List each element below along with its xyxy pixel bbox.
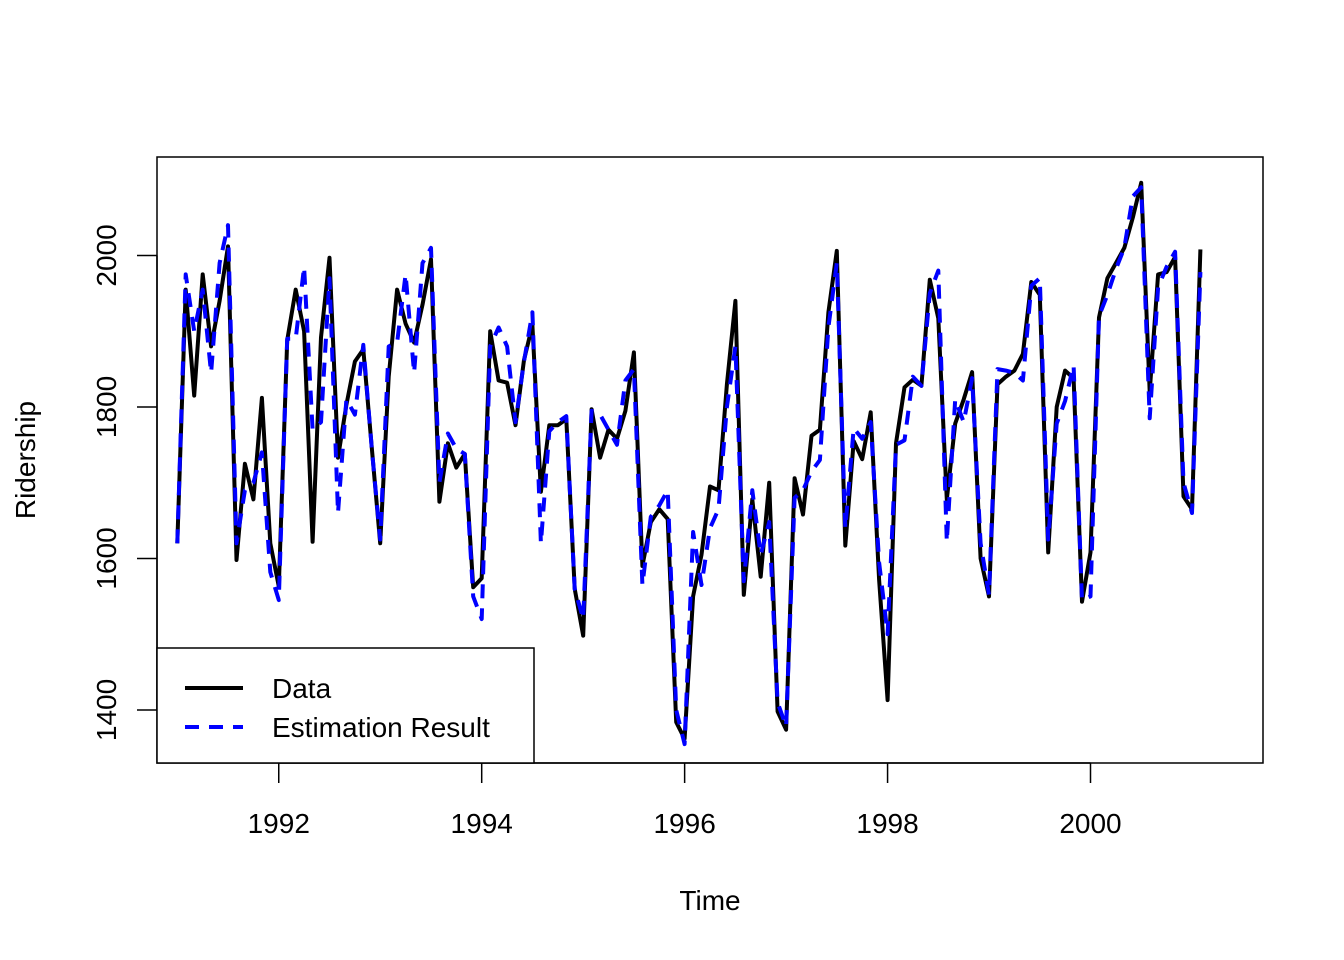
series-line-data (175, 180, 1203, 741)
series-line-estimation-result (175, 185, 1203, 747)
legend-estimation-label: Estimation Result (272, 712, 490, 743)
y-axis: 1400 1600 1800 2000 (91, 224, 158, 741)
y-tick-label: 1600 (91, 527, 122, 589)
x-tick-label: 1994 (451, 808, 513, 839)
x-tick-label: 1996 (653, 808, 715, 839)
x-tick-label: 2000 (1059, 808, 1121, 839)
y-axis-label: Ridership (10, 401, 41, 519)
x-axis: 1992 1994 1996 1998 2000 (248, 762, 1122, 839)
x-axis-label: Time (679, 885, 740, 916)
legend: Data Estimation Result (156, 647, 535, 764)
y-tick-label: 1400 (91, 679, 122, 741)
x-tick-label: 1998 (856, 808, 918, 839)
legend-box (156, 647, 535, 764)
x-tick-label: 1992 (248, 808, 310, 839)
series-lines (175, 180, 1203, 747)
y-tick-label: 2000 (91, 224, 122, 286)
y-tick-label: 1800 (91, 376, 122, 438)
legend-data-label: Data (272, 673, 332, 704)
